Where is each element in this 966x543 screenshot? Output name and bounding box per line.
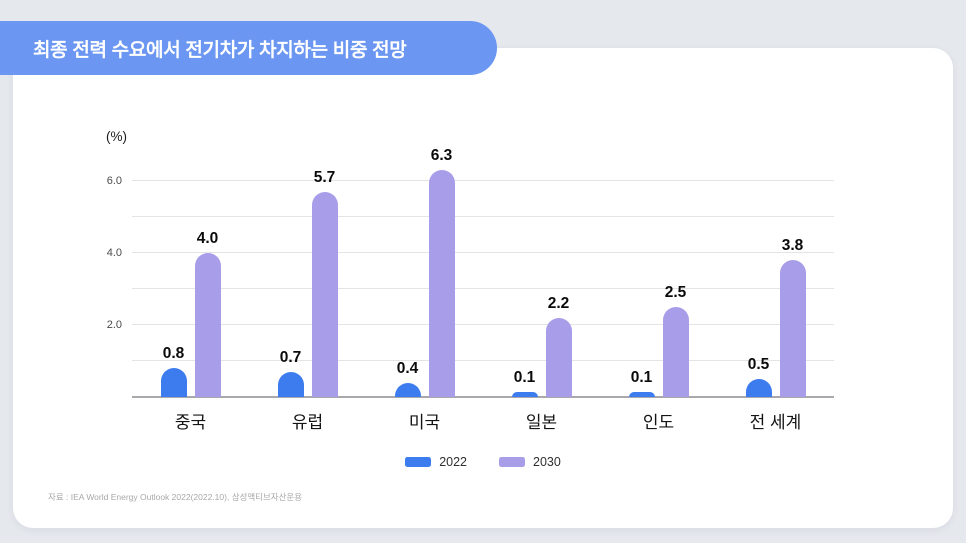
y-tick-label-4.0: 4.0 (106, 247, 122, 259)
chart-card: (%) 2.0 4.0 6.0 0.8 4.0 중국 0.7 5.7 유럽 0.4 6.3 미국 0.1… (13, 48, 953, 528)
bar-2030-인도 (662, 307, 689, 397)
legend-swatch-2022 (405, 457, 432, 467)
gridline-5 (132, 216, 834, 217)
bar-value-label: 5.7 (313, 169, 336, 186)
bar-2022-중국 (160, 368, 187, 397)
bar-2030-미국 (428, 170, 455, 397)
gridline-2 (132, 324, 834, 325)
category-label-3: 미국 (408, 413, 441, 432)
bar-value-label: 2.2 (547, 295, 570, 312)
bar-value-label: 0.1 (630, 369, 653, 386)
page-title: 최종 전력 수요에서 전기차가 차지하는 비중 전망 (33, 39, 407, 61)
bar-value-label: 3.8 (781, 237, 804, 254)
source-note: 자료 : IEA World Energy Outlook 2022(2022.… (48, 492, 303, 502)
legend-item-2022: 2022 (405, 455, 467, 469)
bar-value-label: 6.3 (430, 147, 453, 164)
gridline-4 (132, 252, 834, 253)
x-axis-line (132, 396, 834, 398)
title-banner: 최종 전력 수요에서 전기차가 차지하는 비중 전망 (0, 21, 497, 75)
legend-item-2030: 2030 (499, 455, 561, 469)
bar-2022-미국 (394, 383, 421, 397)
category-label-6: 전 세계 (749, 413, 802, 432)
plot-area: 2.0 4.0 6.0 0.8 4.0 중국 0.7 5.7 유럽 0.4 6.3 미국 0.1 2.2 일… (107, 147, 834, 432)
bar-value-label: 0.1 (513, 369, 536, 386)
y-tick-label-2.0: 2.0 (106, 319, 122, 331)
bar-value-label: 0.8 (162, 345, 185, 362)
legend-label-2022: 2022 (439, 455, 467, 469)
category-label-2: 유럽 (291, 413, 324, 432)
legend-label-2030: 2030 (533, 455, 561, 469)
chart-legend: 2022 2030 (13, 455, 953, 469)
bar-value-label: 0.7 (279, 349, 302, 366)
bar-value-label: 4.0 (196, 230, 219, 247)
bar-2022-일본 (511, 392, 538, 397)
bar-2030-중국 (194, 253, 221, 397)
category-label-1: 중국 (174, 413, 207, 432)
bar-2022-인도 (628, 392, 655, 397)
bar-2022-유럽 (277, 372, 304, 397)
gridline-6 (132, 180, 834, 181)
bar-value-label: 2.5 (664, 284, 687, 301)
category-label-4: 일본 (525, 413, 558, 432)
bar-2030-전 세계 (779, 260, 806, 397)
gridline-1 (132, 360, 834, 361)
bar-2030-일본 (545, 318, 572, 397)
y-tick-label-6.0: 6.0 (106, 175, 122, 187)
bar-value-label: 0.4 (396, 360, 419, 377)
gridline-3 (132, 288, 834, 289)
bar-2030-유럽 (311, 192, 338, 397)
bar-2022-전 세계 (745, 379, 772, 397)
y-axis-unit-label: (%) (106, 129, 127, 144)
category-label-5: 인도 (642, 413, 675, 432)
legend-swatch-2030 (499, 457, 525, 467)
bar-value-label: 0.5 (747, 356, 770, 373)
